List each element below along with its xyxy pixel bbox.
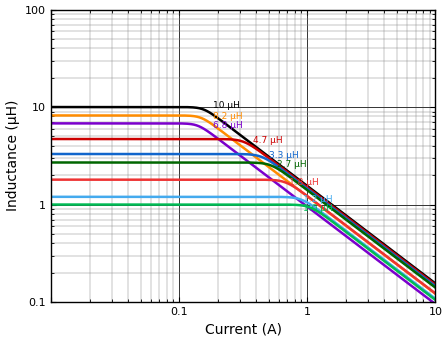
Y-axis label: Inductance (μH): Inductance (μH)	[5, 100, 20, 211]
Text: 8.2 μH: 8.2 μH	[213, 112, 243, 121]
Text: 10 μH: 10 μH	[213, 101, 240, 110]
Text: 2.7 μH: 2.7 μH	[277, 160, 306, 169]
Text: 1.8 μH: 1.8 μH	[289, 177, 319, 187]
Text: 3.3 μH: 3.3 μH	[269, 152, 298, 160]
Text: 6.8 μH: 6.8 μH	[213, 121, 243, 130]
Text: 4.7 μH: 4.7 μH	[254, 136, 283, 145]
X-axis label: Current (A): Current (A)	[205, 323, 282, 337]
Text: 1.0 μH: 1.0 μH	[303, 204, 332, 213]
Text: 1.2 μH: 1.2 μH	[303, 195, 332, 204]
